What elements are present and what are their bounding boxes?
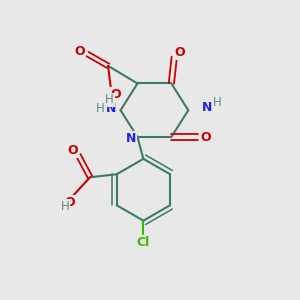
Text: O: O [64,196,75,209]
Text: H: H [105,94,114,106]
Text: O: O [75,45,86,58]
Text: H: H [61,200,69,213]
Text: O: O [110,88,121,101]
Text: H: H [213,96,222,110]
Text: O: O [175,46,185,59]
Text: O: O [200,130,211,143]
Text: Cl: Cl [137,236,150,249]
Text: N: N [126,132,136,145]
Text: N: N [106,102,116,115]
Text: N: N [202,101,212,114]
Text: O: O [67,144,78,157]
Text: H: H [96,102,104,115]
